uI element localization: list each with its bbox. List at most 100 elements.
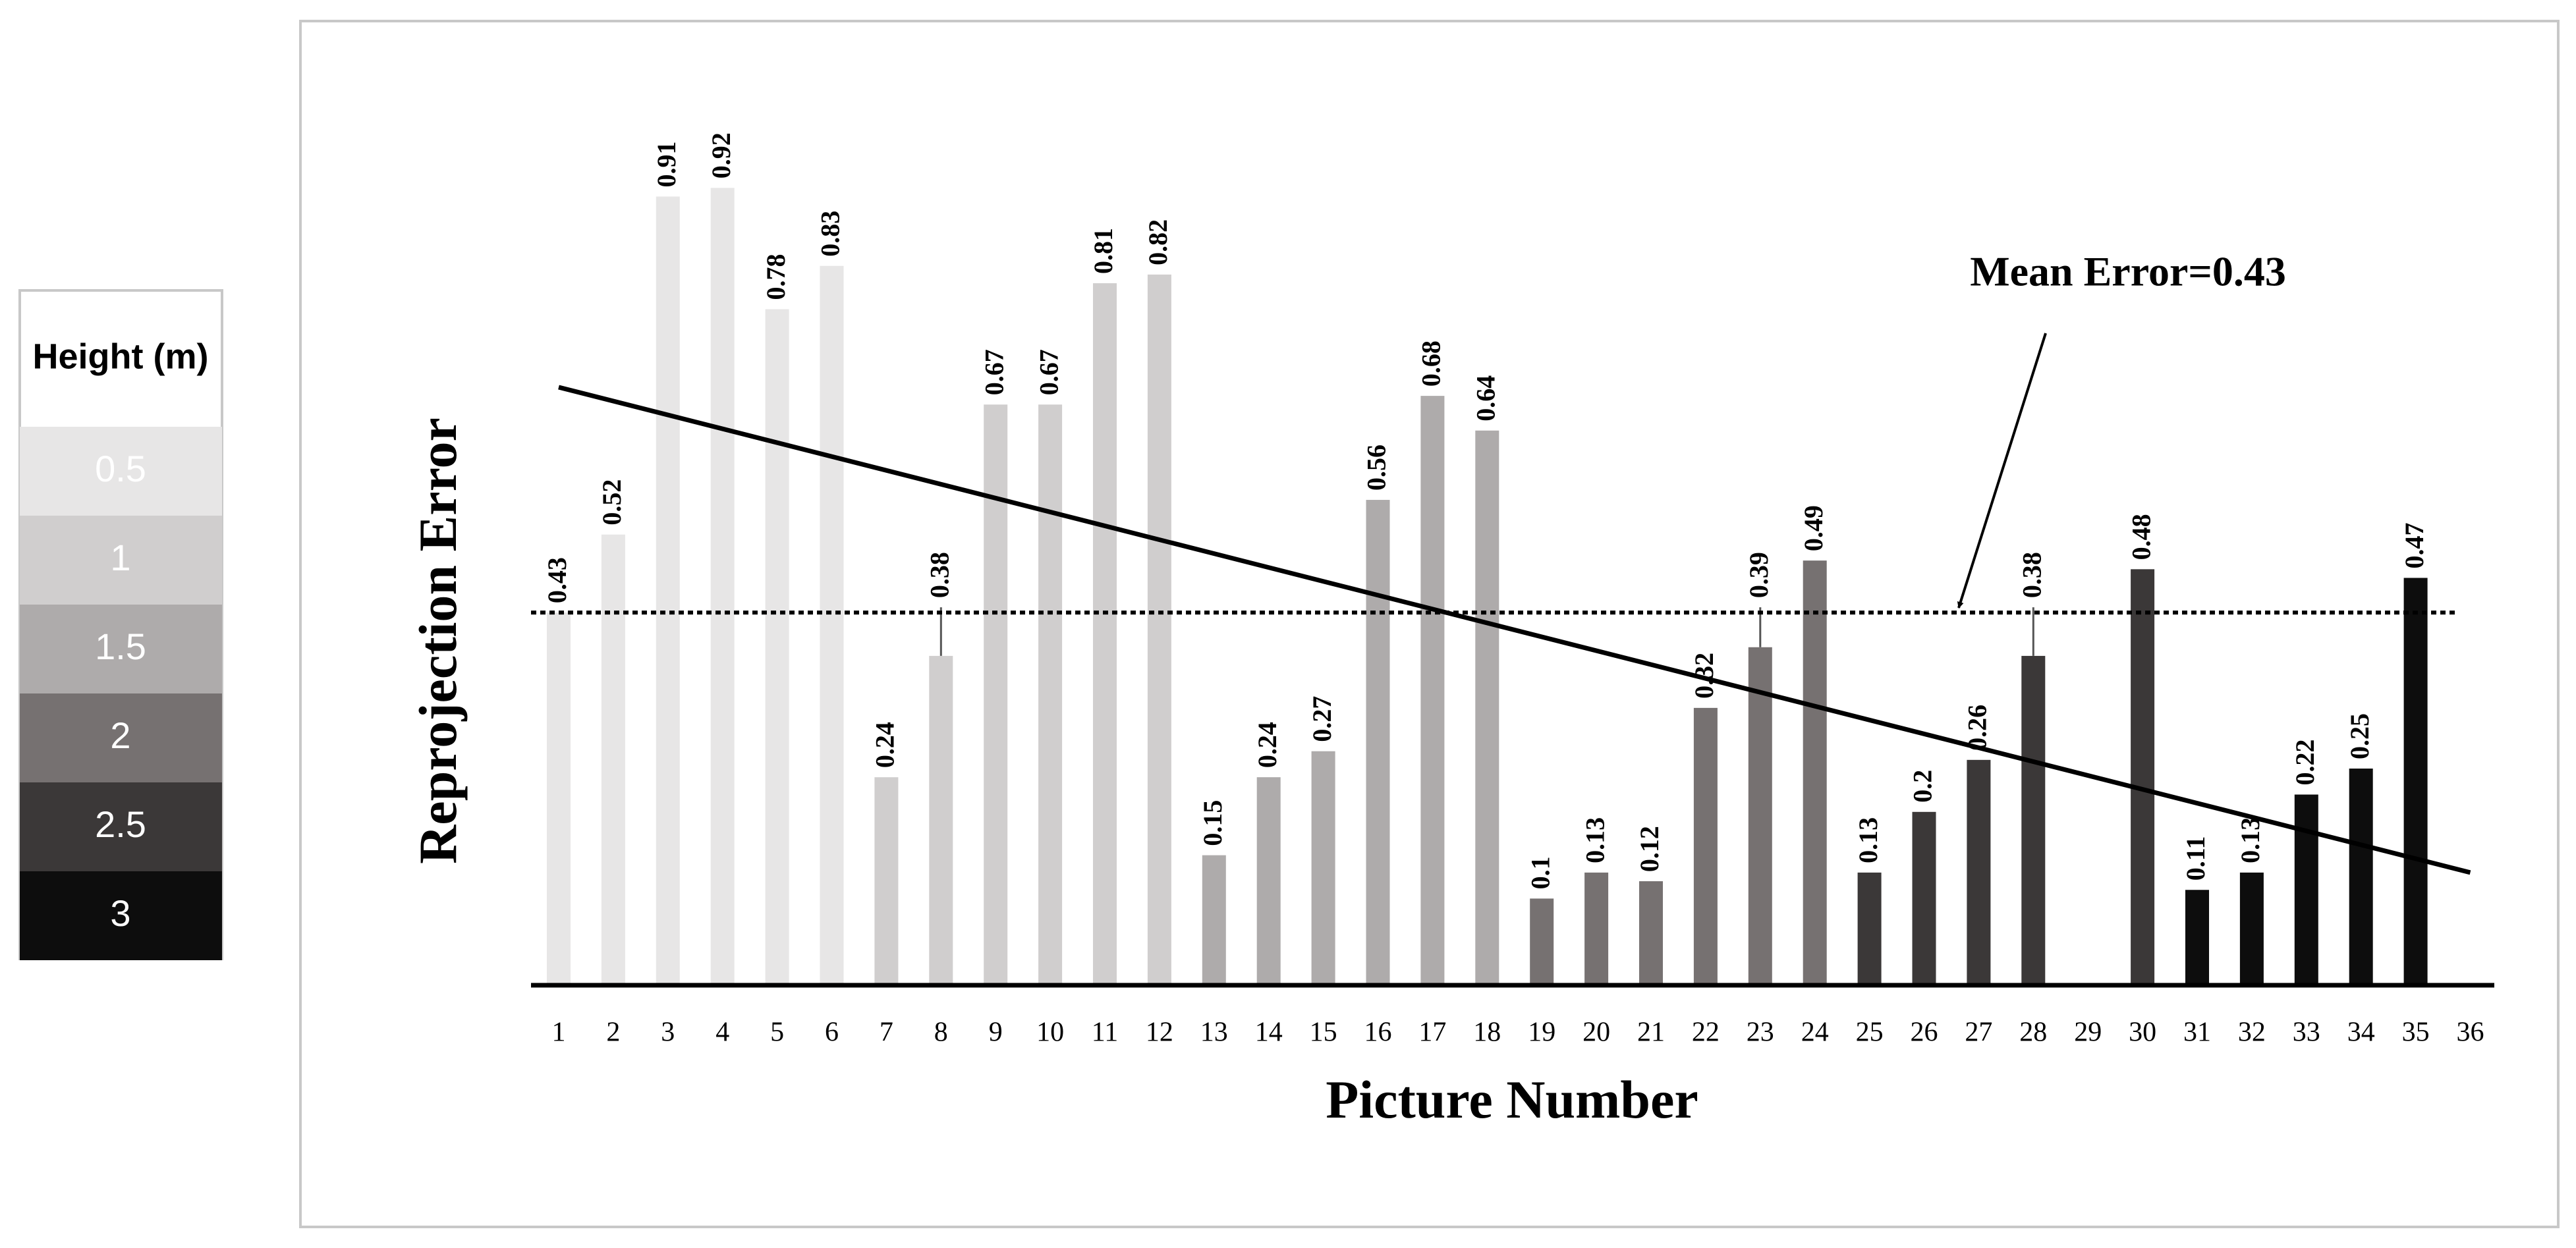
data-label: 0.11 xyxy=(2181,836,2210,881)
bar xyxy=(2294,794,2318,985)
x-tick-label: 21 xyxy=(1637,1017,1665,1048)
data-label: 0.27 xyxy=(1307,696,1337,742)
bar xyxy=(1420,396,1445,985)
bar xyxy=(601,534,625,985)
data-label: 0.68 xyxy=(1416,340,1446,387)
bar xyxy=(2403,578,2428,985)
data-label: 0.13 xyxy=(2235,817,2265,863)
x-tick-label: 23 xyxy=(1747,1017,1774,1048)
bar xyxy=(1584,872,1609,985)
bar xyxy=(1912,811,1936,985)
bar xyxy=(1803,560,1827,985)
legend-swatch xyxy=(20,605,222,693)
bar xyxy=(929,655,953,985)
data-label: 0.52 xyxy=(597,479,627,526)
data-label: 0.48 xyxy=(2126,514,2156,560)
x-tick-label: 28 xyxy=(2019,1017,2047,1048)
bar xyxy=(2185,890,2209,985)
annotation-arrow xyxy=(1957,333,2047,609)
x-tick-label: 16 xyxy=(1364,1017,1392,1048)
x-tick-label: 2 xyxy=(606,1017,620,1048)
annotation: Mean Error=0.43 xyxy=(1970,248,2286,295)
legend-label: 0.5 xyxy=(95,448,146,489)
bar xyxy=(984,404,1008,985)
legend-label: 1.5 xyxy=(95,626,146,667)
bar xyxy=(1038,404,1063,985)
bar xyxy=(874,777,899,985)
bar xyxy=(547,612,571,985)
data-label: 0.38 xyxy=(2017,552,2046,598)
bar xyxy=(1147,274,1171,985)
x-tick-label: 29 xyxy=(2074,1017,2102,1048)
data-label: 0.83 xyxy=(816,211,845,257)
x-tick-label: 36 xyxy=(2457,1017,2484,1048)
data-label: 0.78 xyxy=(761,254,791,300)
legend-title: Height (m) xyxy=(33,337,209,376)
legend-label: 2.5 xyxy=(95,803,146,845)
y-axis-title: Reprojection Error xyxy=(408,418,468,864)
data-label: 0.43 xyxy=(542,557,572,603)
x-tick-label: 10 xyxy=(1036,1017,1064,1048)
data-label: 0.49 xyxy=(1799,505,1828,551)
x-tick-label: 1 xyxy=(552,1017,566,1048)
x-tick-label: 17 xyxy=(1418,1017,1446,1048)
bar xyxy=(1256,777,1281,985)
x-tick-label: 13 xyxy=(1200,1017,1228,1048)
x-tick-label: 32 xyxy=(2238,1017,2266,1048)
legend-label: 2 xyxy=(110,715,130,756)
x-tick-label: 26 xyxy=(1911,1017,1938,1048)
data-label: 0.82 xyxy=(1143,219,1173,265)
x-tick-label: 8 xyxy=(934,1017,948,1048)
x-tick-label: 4 xyxy=(715,1017,729,1048)
legend-swatch xyxy=(20,693,222,782)
data-label: 0.67 xyxy=(979,349,1009,395)
x-tick-label: 15 xyxy=(1310,1017,1337,1048)
bar xyxy=(1967,759,1991,985)
data-label: 0.39 xyxy=(1744,552,1774,598)
bar xyxy=(1693,707,1718,985)
bar xyxy=(1639,881,1663,985)
data-label: 0.12 xyxy=(1635,826,1664,872)
x-tick-label: 31 xyxy=(2183,1017,2211,1048)
bar xyxy=(2021,655,2046,985)
bar xyxy=(1748,647,1772,985)
x-tick-label: 33 xyxy=(2293,1017,2320,1048)
data-label: 0.47 xyxy=(2399,522,2429,568)
data-label: 0.13 xyxy=(1580,817,1610,863)
x-tick-label: 25 xyxy=(1856,1017,1884,1048)
bar xyxy=(1366,500,1390,985)
data-label: 0.24 xyxy=(1252,722,1282,768)
bar xyxy=(765,309,789,985)
x-tick-label: 7 xyxy=(880,1017,893,1048)
bar xyxy=(1202,855,1226,985)
bar xyxy=(2239,872,2264,985)
x-tick-label: 12 xyxy=(1146,1017,1173,1048)
x-tick-label: 35 xyxy=(2402,1017,2430,1048)
data-label: 0.25 xyxy=(2345,713,2374,759)
data-label: 0.2 xyxy=(1908,770,1938,803)
data-label: 0.67 xyxy=(1034,349,1063,395)
bar xyxy=(656,196,680,986)
x-tick-label: 30 xyxy=(2129,1017,2156,1048)
trend-line xyxy=(558,385,2471,875)
bar xyxy=(820,265,844,986)
x-tick-label: 34 xyxy=(2347,1017,2375,1048)
data-label: 0.15 xyxy=(1198,800,1227,846)
legend-swatch xyxy=(20,871,222,960)
data-label: 0.13 xyxy=(1853,817,1883,863)
x-tick-label: 5 xyxy=(770,1017,784,1048)
x-tick-label: 3 xyxy=(661,1017,675,1048)
legend-swatch xyxy=(20,516,222,605)
bar xyxy=(1857,872,1882,985)
bar xyxy=(2349,769,2373,985)
x-tick-label: 19 xyxy=(1528,1017,1555,1048)
bar xyxy=(710,188,735,985)
bar xyxy=(1475,430,1499,985)
bar xyxy=(2131,569,2155,985)
data-label: 0.56 xyxy=(1362,445,1391,491)
x-tick-label: 14 xyxy=(1255,1017,1283,1048)
data-label: 0.1 xyxy=(1525,856,1555,889)
data-label: 0.81 xyxy=(1088,228,1118,274)
x-axis-title: Picture Number xyxy=(1326,1070,1698,1129)
